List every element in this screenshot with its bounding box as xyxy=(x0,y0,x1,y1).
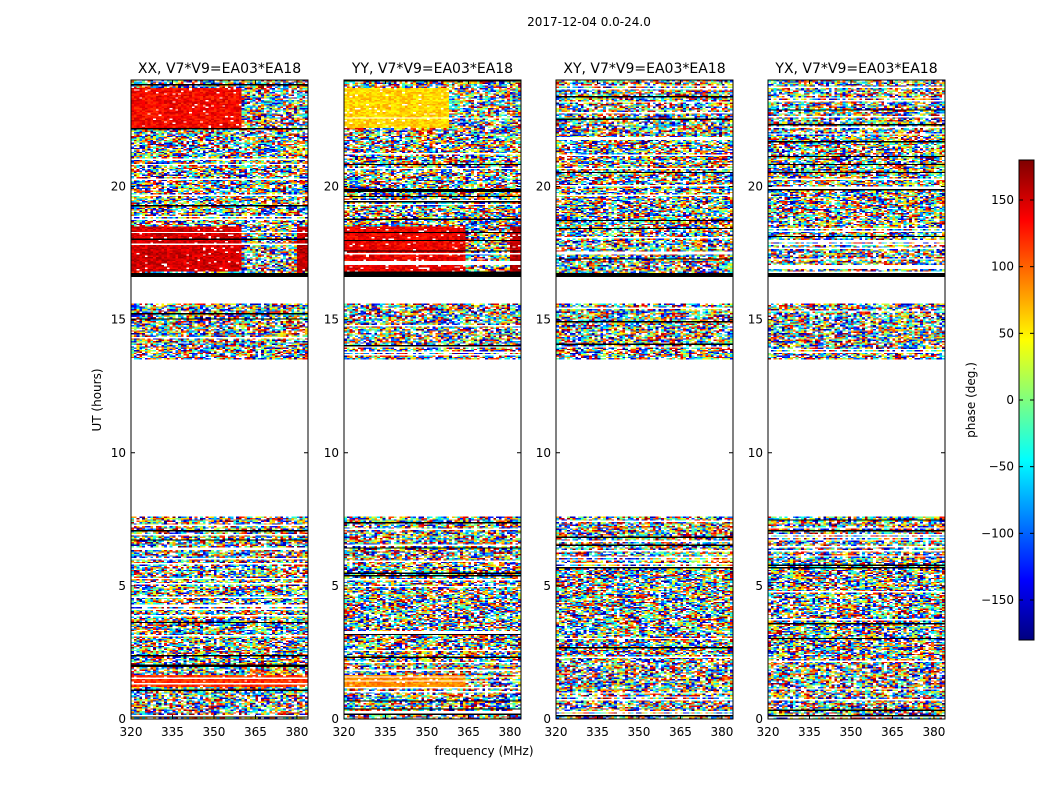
panel-title: YX, V7*V9=EA03*EA18 xyxy=(774,61,937,77)
x-tick-label: 380 xyxy=(922,725,945,739)
y-tick-label: 10 xyxy=(324,446,339,460)
axes-frame xyxy=(130,79,309,720)
panel-yy: YY, V7*V9=EA03*EA18 320 335 350 365 380 0 5 10 15… xyxy=(324,61,522,739)
y-tick-label: 20 xyxy=(536,180,551,194)
panel-title: XY, V7*V9=EA03*EA18 xyxy=(563,61,725,77)
x-tick-label: 380 xyxy=(285,725,308,739)
y-tick-label: 5 xyxy=(755,579,763,593)
x-tick-label: 365 xyxy=(669,725,692,739)
x-tick-label: 320 xyxy=(757,725,780,739)
phase-heatmap xyxy=(768,80,945,719)
colorbar-tick-label: 0 xyxy=(1006,393,1014,407)
panel-yx: YX, V7*V9=EA03*EA18 320 335 350 365 380 0 5 10 15… xyxy=(748,61,946,739)
axes-frame xyxy=(555,79,734,720)
x-tick-label: 365 xyxy=(457,725,480,739)
y-tick-label: 5 xyxy=(543,579,551,593)
panel-xy: XY, V7*V9=EA03*EA18 320 335 350 365 380 0 5 10 15… xyxy=(536,61,734,739)
colorbar-tick-label: 100 xyxy=(991,260,1014,274)
colorbar-label: phase (deg.) xyxy=(964,362,978,438)
x-tick-label: 350 xyxy=(203,725,226,739)
x-tick-label: 350 xyxy=(840,725,863,739)
y-tick-label: 10 xyxy=(536,446,551,460)
y-tick-label: 0 xyxy=(118,712,126,726)
phase-heatmap xyxy=(556,80,733,719)
x-tick-label: 335 xyxy=(161,725,184,739)
colorbar-tick-label: 150 xyxy=(991,193,1014,207)
colorbar-tick-label: −100 xyxy=(981,526,1014,540)
colorbar-tick-label: −150 xyxy=(981,593,1014,607)
colorbar: 150 100 50 0 −50 −100 −150 phase (deg.) xyxy=(964,159,1035,641)
x-tick-label: 365 xyxy=(881,725,904,739)
y-tick-label: 5 xyxy=(331,579,339,593)
x-tick-label: 350 xyxy=(416,725,439,739)
x-tick-label: 365 xyxy=(244,725,267,739)
y-tick-label: 0 xyxy=(755,712,763,726)
x-tick-label: 380 xyxy=(498,725,521,739)
y-axis-label: UT (hours) xyxy=(90,368,104,431)
x-axis-label: frequency (MHz) xyxy=(434,744,533,758)
axes-frame xyxy=(767,79,946,720)
phase-heatmap xyxy=(344,80,521,719)
y-tick-label: 20 xyxy=(111,180,126,194)
figure-title: 2017-12-04 0.0-24.0 xyxy=(527,15,651,29)
y-tick-label: 0 xyxy=(331,712,339,726)
x-tick-label: 320 xyxy=(333,725,356,739)
x-tick-label: 320 xyxy=(120,725,143,739)
x-tick-label: 320 xyxy=(545,725,568,739)
x-tick-label: 380 xyxy=(710,725,733,739)
y-tick-label: 20 xyxy=(324,180,339,194)
y-tick-label: 15 xyxy=(748,313,763,327)
y-tick-label: 10 xyxy=(748,446,763,460)
panel-xx: XX, V7*V9=EA03*EA18 320 335 350 365 380 0 5 10 15… xyxy=(111,61,309,739)
colorbar-tick-label: 50 xyxy=(999,326,1014,340)
panels-group: XX, V7*V9=EA03*EA18 320 335 350 365 380 0 5 10 15… xyxy=(111,61,946,739)
panel-title: XX, V7*V9=EA03*EA18 xyxy=(138,61,301,77)
colorbar-tick-label: −50 xyxy=(989,460,1014,474)
y-tick-label: 0 xyxy=(543,712,551,726)
x-tick-label: 335 xyxy=(798,725,821,739)
y-tick-label: 20 xyxy=(748,180,763,194)
y-tick-label: 5 xyxy=(118,579,126,593)
x-tick-label: 350 xyxy=(628,725,651,739)
y-tick-label: 15 xyxy=(536,313,551,327)
x-tick-label: 335 xyxy=(374,725,397,739)
phase-heatmap xyxy=(131,80,308,719)
panel-title: YY, V7*V9=EA03*EA18 xyxy=(351,61,513,77)
y-tick-label: 10 xyxy=(111,446,126,460)
y-tick-label: 15 xyxy=(111,313,126,327)
x-tick-label: 335 xyxy=(586,725,609,739)
y-tick-label: 15 xyxy=(324,313,339,327)
axes-frame xyxy=(343,79,522,720)
